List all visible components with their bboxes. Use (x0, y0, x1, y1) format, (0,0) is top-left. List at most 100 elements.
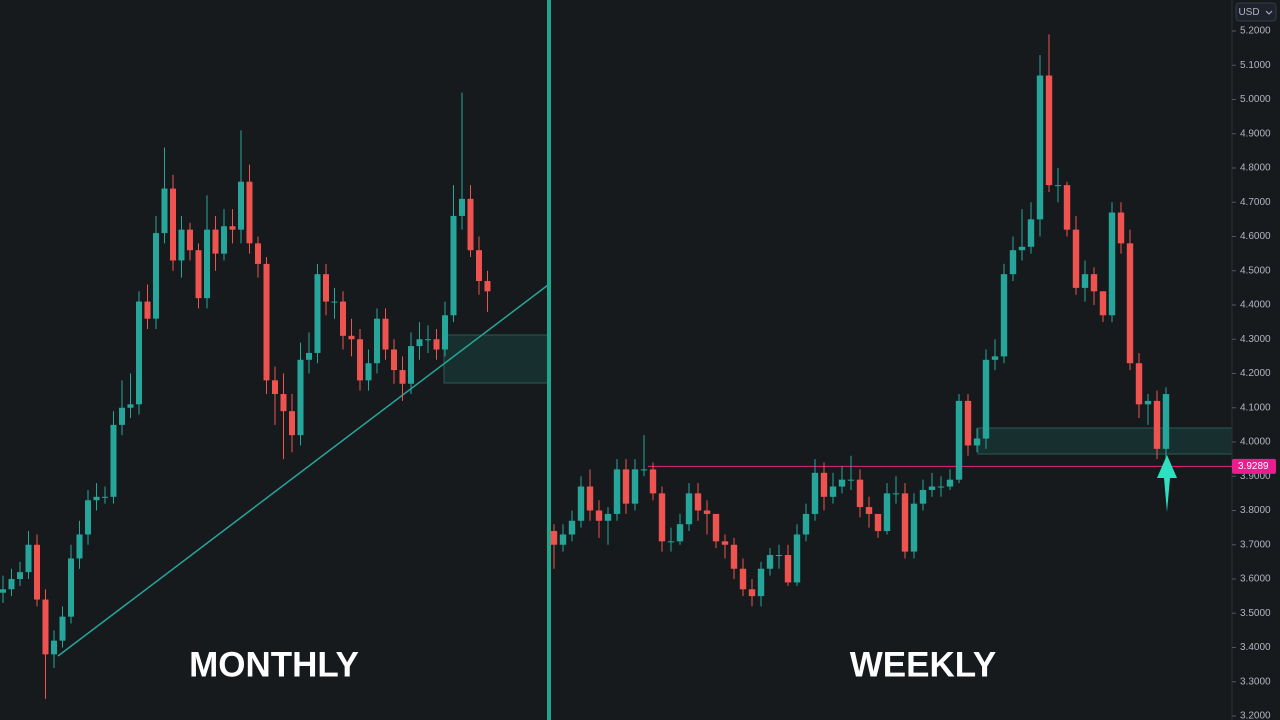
candle-body (1018, 246, 1026, 251)
candle-body (314, 274, 321, 353)
candle-body (399, 370, 406, 384)
candle-body (730, 544, 738, 569)
candle-body (25, 544, 32, 573)
candle-body (892, 493, 900, 495)
candle-body (68, 558, 74, 617)
y-tick-label: 4.4000 (1240, 300, 1271, 311)
candle-body (467, 198, 474, 251)
candle-body (640, 469, 648, 471)
currency-button[interactable] (1235, 2, 1277, 22)
price-label: 3.9289 (1238, 461, 1269, 472)
candle-body (802, 513, 810, 535)
candle-body (793, 534, 801, 583)
candle-body (838, 479, 846, 487)
candle-body (17, 572, 23, 579)
candle-body (433, 339, 440, 350)
y-tick-label: 4.3000 (1240, 334, 1271, 345)
candle-body (1063, 185, 1071, 230)
candle-body (136, 301, 142, 405)
candle-body (712, 513, 720, 542)
candle-body (170, 188, 176, 261)
candle-body (1000, 274, 1008, 357)
y-tick-label: 5.1000 (1240, 60, 1271, 71)
candle-body (739, 568, 747, 590)
y-tick-label: 4.1000 (1240, 402, 1271, 413)
candle-body (784, 555, 792, 583)
y-tick-label: 4.9000 (1240, 128, 1271, 139)
candle-body (187, 229, 193, 251)
candle-body (829, 486, 837, 497)
candle-body (586, 486, 594, 511)
candle-body (161, 188, 168, 234)
panel-label: WEEKLY (850, 645, 997, 684)
candle-body (1099, 291, 1107, 316)
chevron (1265, 10, 1273, 15)
candle-body (775, 555, 783, 557)
candle-body (964, 400, 972, 446)
candle-body (973, 438, 981, 446)
candle-body (459, 198, 465, 216)
panel-divider (547, 0, 551, 720)
candle-body (658, 493, 666, 542)
candle-body (42, 599, 49, 655)
candle-body (263, 263, 270, 381)
candle-body (195, 250, 202, 299)
candle-body (1009, 250, 1017, 275)
candle-body (676, 524, 684, 542)
chart-layer: 3.2000 3.3000 3.4000 3.5000 3.6000 3.7000 3.80… (0, 26, 1276, 720)
candle-body (919, 489, 927, 504)
trendline (57, 284, 549, 657)
candle-body (408, 346, 414, 384)
arrow (1157, 455, 1177, 512)
candle-body (595, 510, 603, 521)
candle-body (76, 534, 83, 559)
currency-label[interactable]: USD (1238, 7, 1259, 18)
candle-body (1036, 75, 1044, 220)
candle-body (1090, 274, 1098, 292)
candle-body (357, 339, 363, 381)
candle-body (1162, 394, 1170, 449)
y-tick-label: 4.6000 (1240, 231, 1271, 242)
candle-body (1153, 400, 1161, 449)
candle-body (119, 407, 125, 425)
candle-body (212, 229, 219, 254)
candle-body (331, 301, 338, 303)
candle-body (613, 469, 621, 514)
candle-body (442, 315, 448, 350)
candle-body (568, 520, 576, 535)
candle-body (476, 250, 482, 282)
candle-body (955, 400, 963, 480)
candle-body (34, 544, 40, 600)
candle-body (238, 181, 244, 230)
y-tick-label: 4.8000 (1240, 163, 1271, 174)
candle-body (0, 589, 6, 593)
candle-body (820, 472, 828, 497)
candle-body (297, 359, 304, 436)
candle-body (847, 479, 855, 481)
candle-body (382, 318, 389, 350)
y-tick-label: 3.7000 (1240, 539, 1271, 550)
candle-body (280, 394, 287, 412)
candle-body (766, 555, 774, 569)
candle-body (946, 479, 954, 487)
candle-body (484, 281, 491, 292)
candle-body (928, 486, 936, 490)
candle-body (425, 339, 431, 341)
candle-body (323, 274, 329, 302)
candle-body (1027, 219, 1035, 247)
candle-body (631, 469, 639, 504)
candle-body (1054, 185, 1062, 187)
candle-body (991, 356, 999, 360)
candle-body (102, 496, 108, 498)
y-tick-label: 5.2000 (1240, 26, 1271, 37)
candle-body (348, 335, 355, 340)
candle-body (365, 363, 372, 381)
candle-body (340, 301, 346, 336)
y-tick-label: 4.0000 (1240, 437, 1271, 448)
candle-body (1108, 212, 1116, 316)
candle-body (416, 339, 423, 347)
candle-body (1072, 229, 1080, 288)
candle-body (391, 349, 397, 371)
candle-body (667, 541, 675, 543)
